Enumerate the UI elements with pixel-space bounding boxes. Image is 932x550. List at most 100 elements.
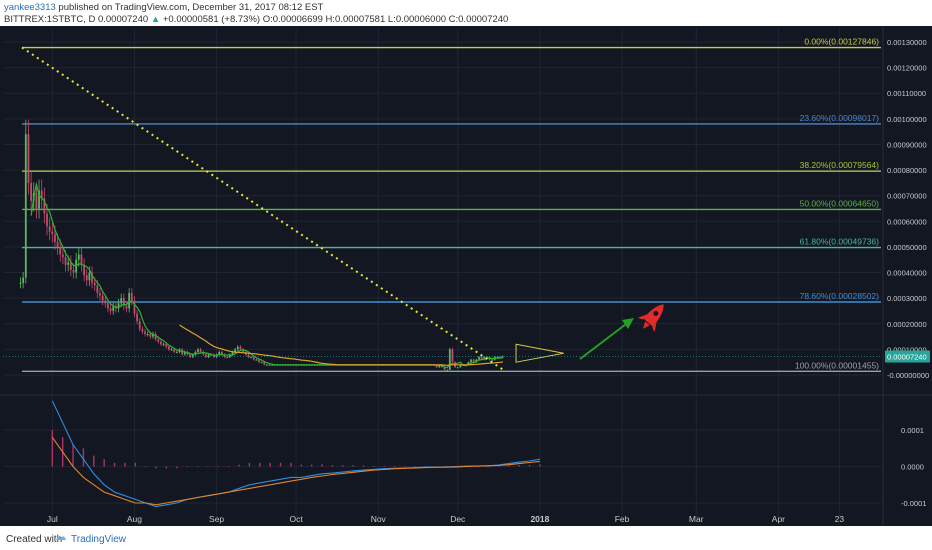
macd-histogram-bar bbox=[487, 466, 489, 468]
candle-body bbox=[99, 293, 101, 296]
candle-body bbox=[46, 213, 48, 227]
candle-body bbox=[133, 300, 136, 314]
macd-signal-line bbox=[51, 436, 540, 506]
candle-body bbox=[112, 305, 115, 311]
x-tick-label: Sep bbox=[209, 514, 224, 524]
candle-body bbox=[64, 257, 67, 265]
candle-body bbox=[40, 190, 43, 199]
candle-body bbox=[128, 293, 131, 309]
y-tick-label: 0.00120000 bbox=[887, 64, 927, 73]
candle-body bbox=[48, 226, 51, 232]
candle-body bbox=[252, 357, 255, 360]
candle-body bbox=[173, 349, 176, 352]
chart-background bbox=[0, 26, 932, 526]
last-price: 0.00007240 bbox=[97, 14, 149, 25]
ma-slow-line bbox=[179, 324, 503, 366]
candle-body bbox=[104, 300, 107, 304]
candle-body bbox=[207, 354, 210, 358]
publish-info: yankee3313 published on TradingView.com,… bbox=[4, 2, 323, 13]
symbol-label: BITTREX:1STBTC, D bbox=[4, 14, 96, 25]
candle-body bbox=[234, 349, 237, 352]
macd-histogram-bar bbox=[165, 466, 168, 469]
ohlc-values: O:0.00006699 H:0.00007581 L:0.00006000 C… bbox=[262, 14, 509, 25]
candle-body bbox=[271, 364, 274, 366]
candle-body bbox=[130, 293, 133, 301]
x-tick-label: Feb bbox=[615, 514, 630, 524]
candle-body bbox=[186, 351, 189, 355]
last-price-badge bbox=[885, 350, 930, 363]
candle-body bbox=[183, 351, 186, 355]
candle-body bbox=[30, 182, 32, 201]
candle-body bbox=[459, 364, 462, 368]
macd-histogram-bar bbox=[269, 462, 271, 467]
candle-body bbox=[146, 334, 149, 336]
chart-area[interactable]: Jul Aug Sep Oct Nov Dec 2018 Feb Mar Apr 23 0.00130… bbox=[0, 26, 932, 526]
macd-histogram-bar bbox=[539, 464, 541, 467]
macd-histogram-bar bbox=[82, 448, 85, 467]
candle-body bbox=[72, 269, 75, 273]
candle-body bbox=[54, 234, 56, 242]
y-tick-label: 0.00090000 bbox=[887, 140, 927, 149]
candle-body bbox=[226, 357, 229, 359]
candle-body bbox=[165, 344, 168, 347]
candle-body bbox=[162, 344, 165, 346]
rocket-body bbox=[643, 304, 664, 327]
y-tick-label: 0.00060000 bbox=[887, 217, 927, 226]
candle-body bbox=[266, 364, 268, 366]
tradingview-brand[interactable]: TradingView bbox=[71, 534, 127, 545]
candle-body bbox=[107, 303, 109, 309]
candle-body bbox=[231, 351, 234, 355]
candle-body bbox=[472, 359, 475, 363]
author-link[interactable]: yankee3313 bbox=[4, 2, 56, 13]
x-tick-label: 23 bbox=[835, 514, 845, 524]
macd-histogram-bar bbox=[300, 464, 302, 467]
macd-histogram-bar bbox=[362, 465, 365, 467]
macd-histogram-bar bbox=[497, 466, 500, 467]
fib-level-label: 61.80%(0.00049736) bbox=[800, 237, 880, 247]
green-arrow-head bbox=[622, 318, 634, 329]
x-tick-label: Jul bbox=[47, 514, 58, 524]
candle-body bbox=[175, 351, 178, 353]
macd-histogram-bar bbox=[176, 466, 178, 469]
candle-body bbox=[136, 313, 138, 322]
candle-body bbox=[83, 264, 85, 276]
macd-histogram-bar bbox=[383, 465, 385, 467]
macd-histogram-bar bbox=[290, 462, 292, 467]
macd-histogram-bar bbox=[279, 462, 282, 467]
candle-body bbox=[205, 354, 207, 358]
candle-body bbox=[247, 354, 250, 358]
candle-body bbox=[77, 254, 80, 260]
macd-histogram-bar bbox=[476, 466, 479, 468]
macd-histogram-bar bbox=[134, 462, 136, 467]
fib-level-label: 100.00%(0.00001455) bbox=[795, 360, 879, 370]
candle-body bbox=[62, 254, 64, 258]
macd-histogram-bar bbox=[207, 466, 209, 468]
publish-text: published on TradingView.com, December 3… bbox=[58, 2, 324, 13]
macd-histogram-bar bbox=[342, 465, 344, 467]
candle-body bbox=[239, 346, 242, 350]
candle-body bbox=[446, 369, 449, 371]
price-chart[interactable]: Jul Aug Sep Oct Nov Dec 2018 Feb Mar Apr 23 0.00130… bbox=[0, 26, 932, 526]
macd-histogram-bar bbox=[93, 455, 95, 467]
chart-header: yankee3313 published on TradingView.com,… bbox=[0, 0, 932, 26]
candle-body bbox=[138, 321, 141, 329]
x-tick-label: Dec bbox=[450, 514, 466, 524]
macd-histogram-bar bbox=[331, 465, 334, 467]
candle-body bbox=[483, 357, 486, 360]
candle-body bbox=[228, 354, 231, 358]
candle-body bbox=[141, 328, 144, 332]
candle-body bbox=[93, 282, 96, 286]
rocket-icon bbox=[637, 304, 664, 332]
candle-body bbox=[189, 354, 191, 358]
x-tick-label: Oct bbox=[289, 514, 303, 524]
candle-body bbox=[117, 303, 120, 309]
y-tick-label: 0.00010000 bbox=[887, 345, 927, 354]
macd-histogram-bar bbox=[113, 462, 116, 467]
candle-body bbox=[218, 351, 221, 355]
y-tick-label: 0.00100000 bbox=[887, 115, 927, 124]
macd-histogram-bar bbox=[414, 466, 417, 467]
last-price-badge-label: 0.00007240 bbox=[887, 352, 927, 361]
y-tick-label: 0.00070000 bbox=[887, 192, 927, 201]
x-tick-label: Mar bbox=[689, 514, 704, 524]
candle-body bbox=[491, 359, 494, 361]
